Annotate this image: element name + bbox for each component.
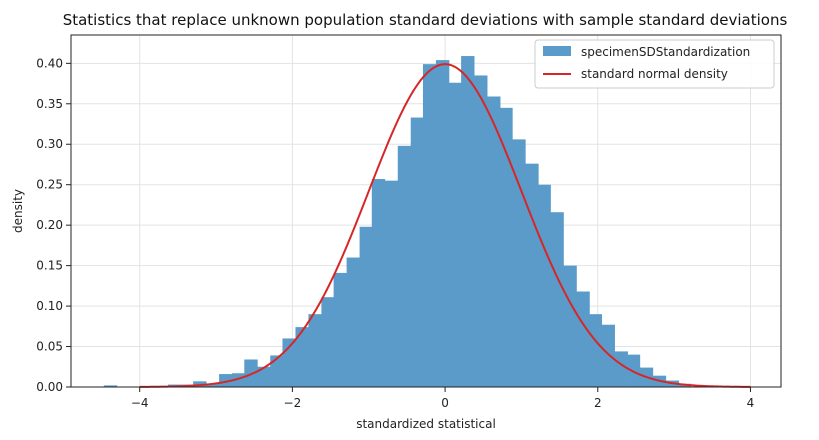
histogram-bar xyxy=(397,145,412,387)
histogram-bar xyxy=(257,366,271,387)
normal-density-curve xyxy=(139,63,751,388)
legend: specimenSDStandardization standard norma… xyxy=(534,39,775,89)
y-tick-label: 0.30 xyxy=(36,137,63,151)
y-tick-label: 0.10 xyxy=(36,299,63,313)
histogram-bar xyxy=(563,265,577,387)
histogram-bar xyxy=(461,56,475,387)
y-tick-label: 0.00 xyxy=(36,380,63,394)
histogram-bar xyxy=(346,257,360,387)
y-tick-label: 0.05 xyxy=(36,340,63,354)
histogram-bar xyxy=(474,75,488,387)
histogram-bar xyxy=(601,324,615,387)
y-tick-label: 0.20 xyxy=(36,218,63,232)
y-axis-label: density xyxy=(11,189,25,233)
histogram-bar xyxy=(448,82,462,388)
histogram-bar xyxy=(371,179,386,387)
histogram-bar xyxy=(333,272,348,387)
histogram-bar xyxy=(487,96,501,388)
histogram-bar xyxy=(359,226,373,387)
histogram-bar xyxy=(525,163,539,387)
histogram-bar xyxy=(219,374,233,387)
x-tick-label: −2 xyxy=(284,396,302,410)
histogram-bar xyxy=(614,351,628,387)
legend-box xyxy=(534,39,775,89)
x-axis-label: standardized statistical xyxy=(356,417,496,431)
histogram-bar xyxy=(308,314,322,387)
histogram-bars xyxy=(103,56,692,388)
histogram-bar xyxy=(103,385,118,387)
histogram-bar xyxy=(538,184,551,387)
histogram-bar xyxy=(410,117,424,387)
legend-label-histogram: specimenSDStandardization xyxy=(581,45,750,59)
y-axis-ticks: 0.00 0.05 0.10 0.15 0.20 0.25 0.30 0.35 0.40 xyxy=(36,56,71,394)
x-tick-label: 0 xyxy=(441,396,449,410)
histogram-bar xyxy=(512,139,526,387)
histogram-bar xyxy=(232,373,245,387)
histogram-bar xyxy=(422,64,437,387)
histogram-bar xyxy=(206,383,220,387)
density-curve-layer xyxy=(139,63,751,388)
legend-label-line: standard normal density xyxy=(581,67,728,81)
histogram-bar xyxy=(576,291,590,387)
x-axis-ticks: −4 −2 0 2 4 xyxy=(131,387,754,410)
histogram-bar xyxy=(321,297,335,387)
y-tick-label: 0.40 xyxy=(36,56,63,70)
x-tick-label: −4 xyxy=(131,396,149,410)
histogram-bar xyxy=(384,180,399,387)
histogram-bar xyxy=(295,327,309,387)
histogram-bar xyxy=(550,212,564,387)
plot-frame xyxy=(70,34,782,388)
legend-swatch-histogram xyxy=(543,46,571,56)
chart-title: Statistics that replace unknown populati… xyxy=(63,11,788,29)
y-tick-label: 0.25 xyxy=(36,178,63,192)
histogram-bar xyxy=(500,107,513,388)
y-tick-label: 0.15 xyxy=(36,259,63,273)
x-tick-label: 4 xyxy=(747,396,755,410)
y-tick-label: 0.35 xyxy=(36,97,63,111)
x-tick-label: 2 xyxy=(594,396,602,410)
histogram-bar xyxy=(589,314,602,387)
histogram-bar xyxy=(435,60,450,388)
histogram-bar xyxy=(270,355,283,387)
